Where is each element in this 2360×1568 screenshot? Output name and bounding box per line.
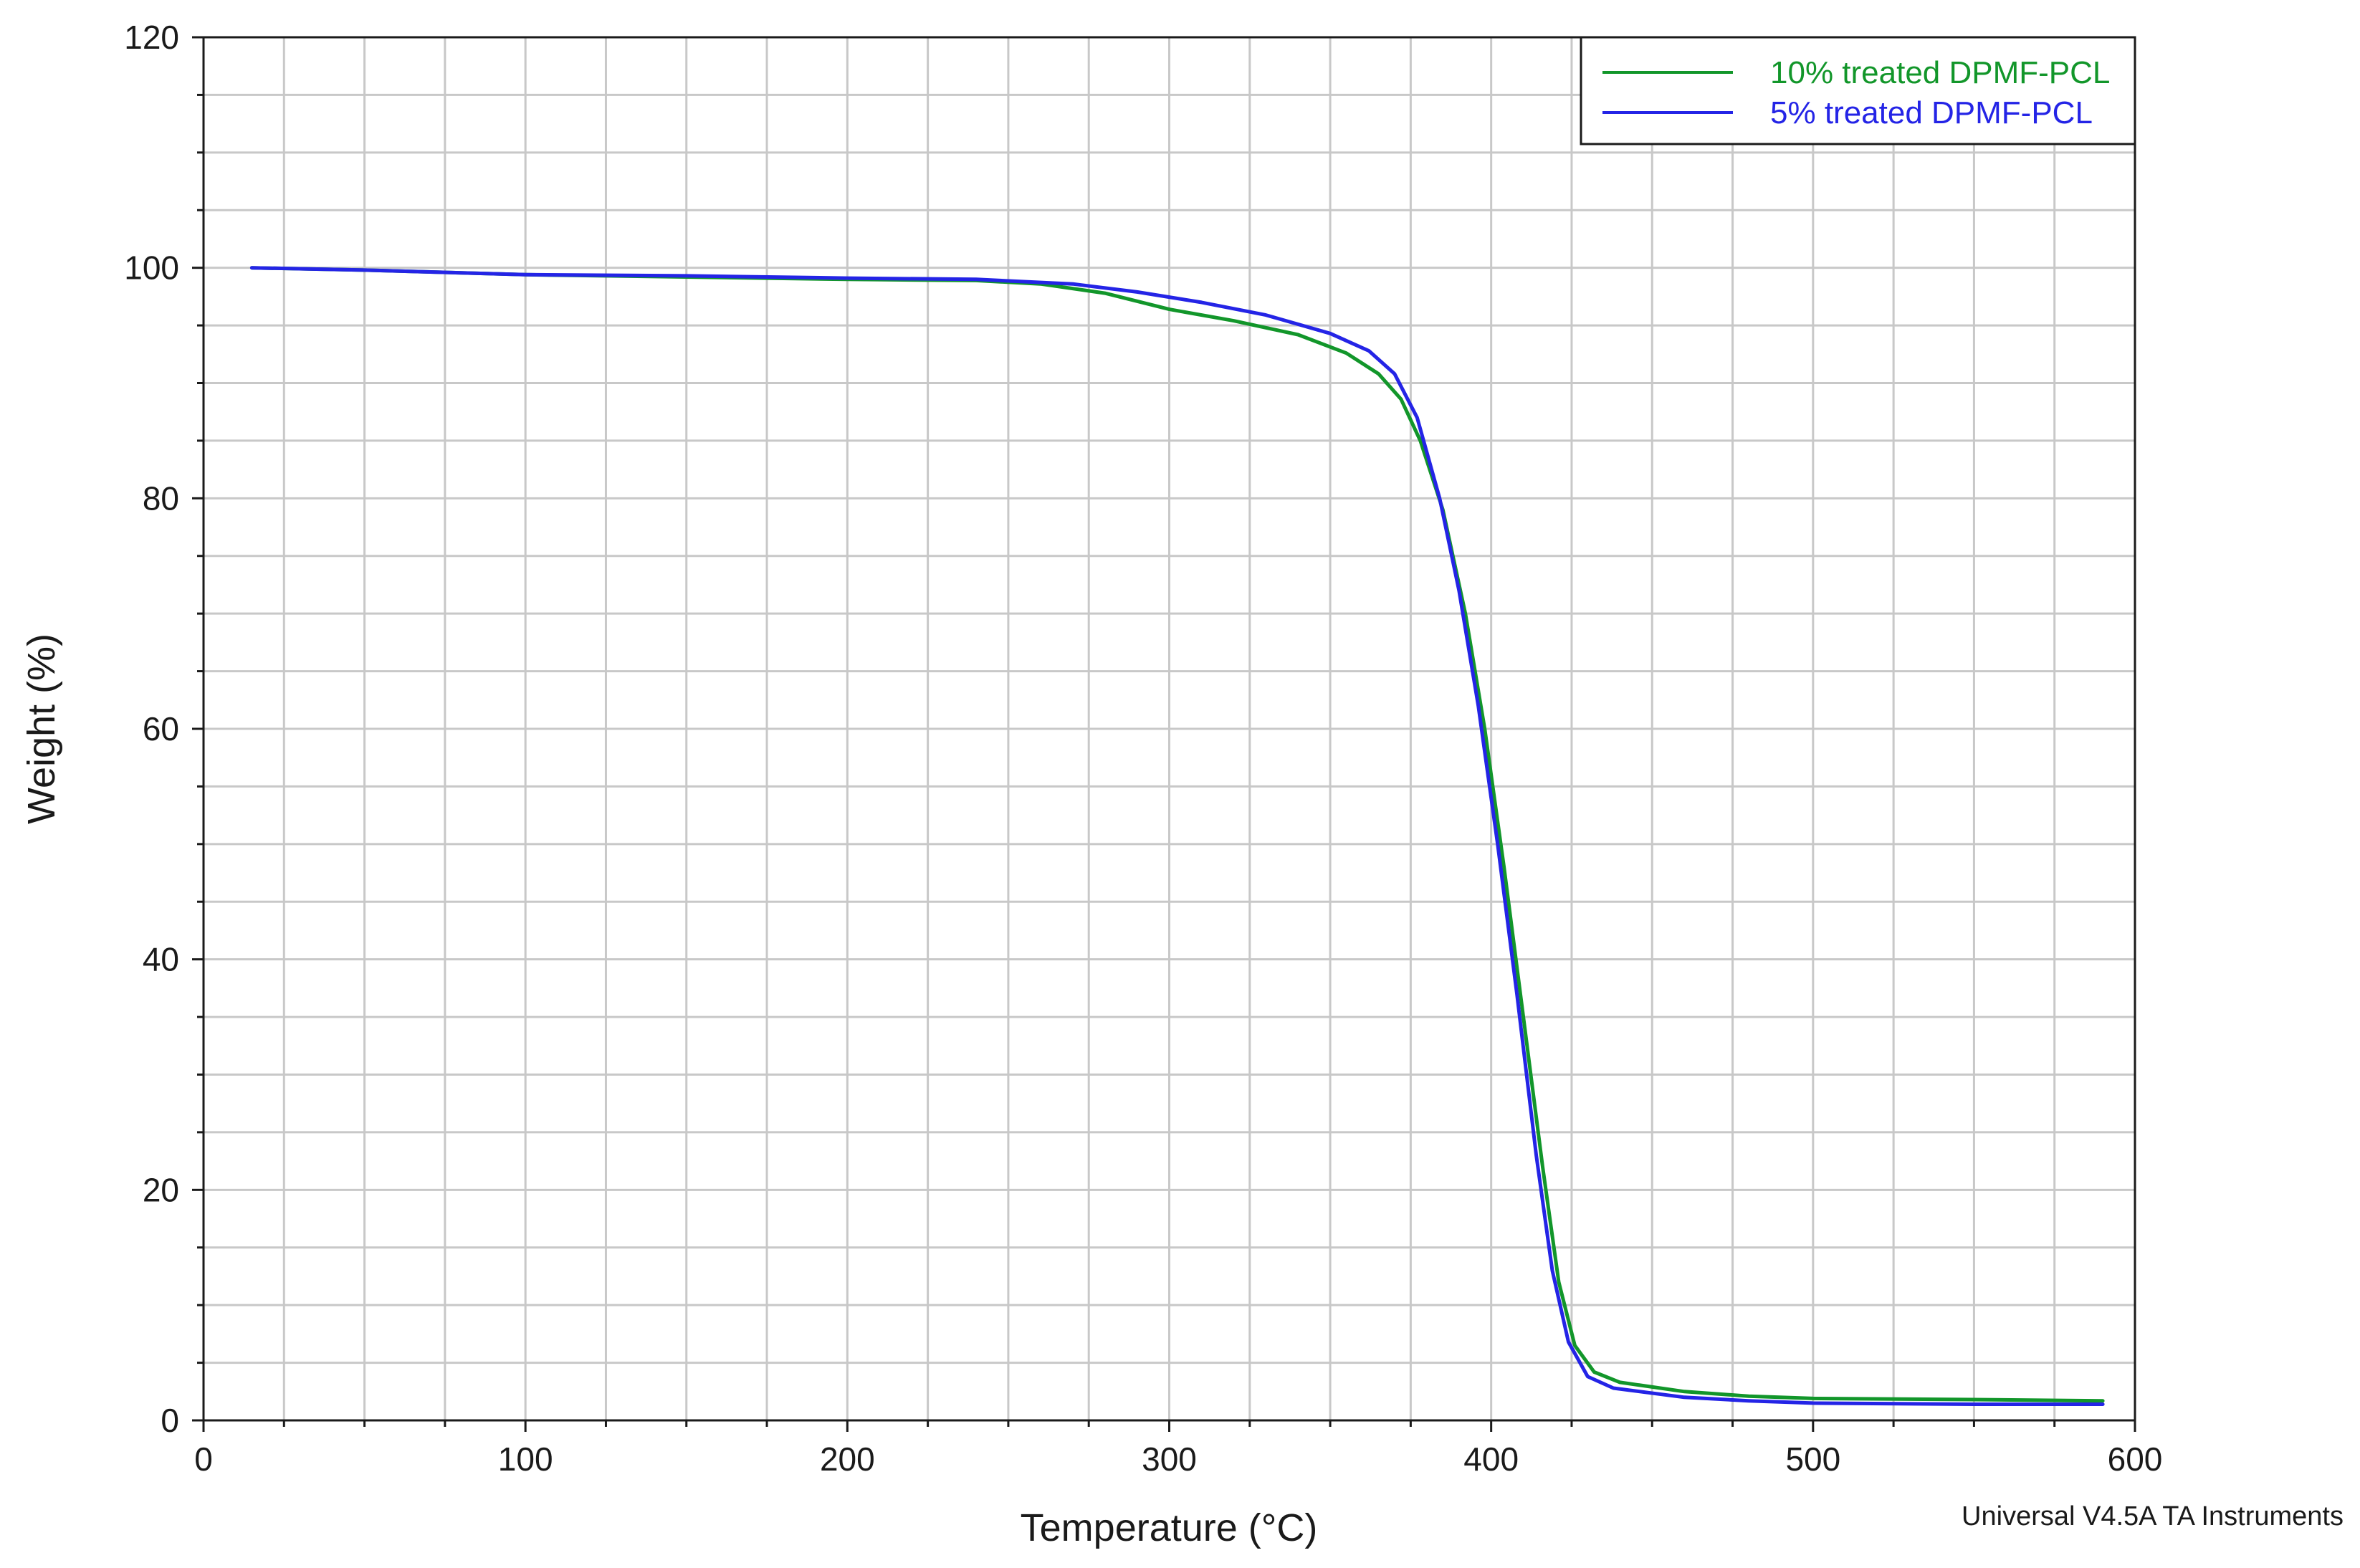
x-axis-title: Temperature (°C)	[1021, 1506, 1318, 1549]
axes: 0 100 200 300 400 500 600 0 20 40 60 80 100 120	[124, 19, 2162, 1478]
y-tick-label: 120	[124, 19, 179, 56]
x-tick-label: 400	[1463, 1440, 1519, 1478]
grid	[204, 37, 2135, 1420]
x-tick-label: 500	[1785, 1440, 1840, 1478]
x-tick-label: 100	[498, 1440, 553, 1478]
y-tick-label: 0	[161, 1402, 179, 1439]
x-tick-label: 300	[1142, 1440, 1197, 1478]
legend-box	[1580, 36, 2136, 145]
legend-label-10pct: 10% treated DPMF-PCL	[1770, 55, 2110, 90]
y-tick-label: 80	[143, 479, 179, 517]
x-tick-label: 600	[2108, 1440, 2163, 1478]
y-tick-label: 40	[143, 941, 179, 978]
y-axis-title: Weight (%)	[20, 634, 63, 824]
legend-label-5pct: 5% treated DPMF-PCL	[1770, 95, 2093, 130]
y-tick-label: 60	[143, 710, 179, 747]
legend: 10% treated DPMF-PCL 5% treated DPMF-PCL	[1580, 36, 2136, 145]
x-tick-label: 0	[194, 1440, 213, 1478]
x-tick-label: 200	[820, 1440, 875, 1478]
y-tick-label: 20	[143, 1171, 179, 1208]
plot-series	[249, 266, 2105, 1406]
software-credit: Universal V4.5A TA Instruments	[1962, 1501, 2344, 1531]
y-tick-label: 100	[124, 249, 179, 287]
series-line-5pct	[249, 266, 2105, 1406]
